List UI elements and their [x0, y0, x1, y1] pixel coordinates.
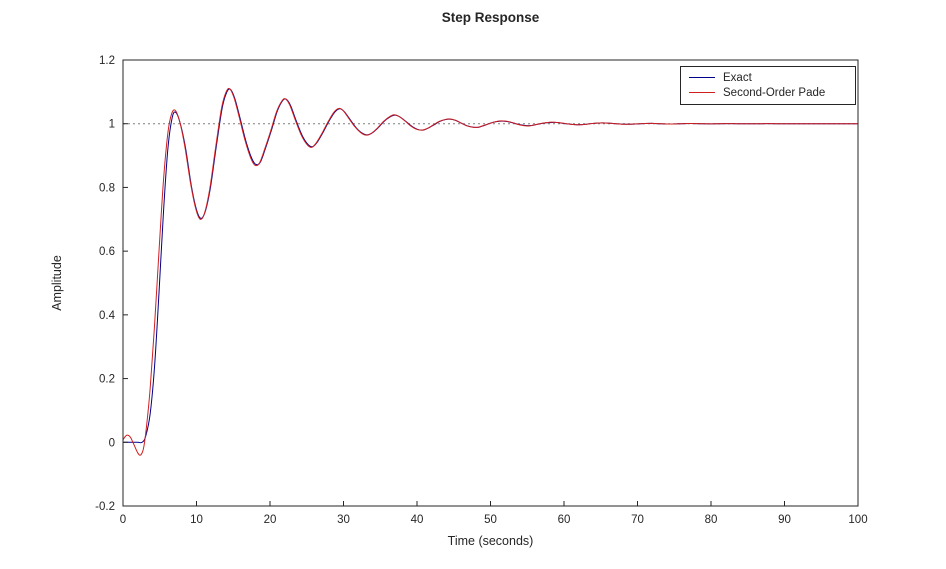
x-tick-label: 20 — [264, 514, 277, 526]
chart-title: Step Response — [441, 10, 540, 25]
legend: Exact Second-Order Pade — [680, 66, 856, 105]
x-tick-label: 100 — [848, 514, 867, 526]
y-tick-label: 1.2 — [99, 55, 115, 67]
legend-entry-exact: Exact — [689, 70, 847, 85]
y-tick-label: -0.2 — [95, 501, 115, 513]
legend-label-exact: Exact — [723, 71, 752, 84]
x-tick-label: 0 — [120, 514, 126, 526]
x-tick-label: 60 — [558, 514, 571, 526]
exact-line-swatch — [689, 77, 715, 78]
x-tick-label: 50 — [484, 514, 497, 526]
x-tick-label: 70 — [631, 514, 644, 526]
x-tick-label: 80 — [705, 514, 718, 526]
y-tick-label: 1 — [109, 119, 115, 131]
x-tick-label: 10 — [190, 514, 203, 526]
x-axis-label: Time (seconds) — [447, 534, 534, 548]
x-tick-label: 30 — [337, 514, 350, 526]
y-tick-label: 0.8 — [99, 182, 115, 194]
legend-entry-pade: Second-Order Pade — [689, 85, 847, 100]
y-tick-label: 0.4 — [99, 310, 116, 322]
y-tick-label: 0 — [109, 437, 115, 449]
series-curve-1 — [122, 87, 858, 456]
legend-label-pade: Second-Order Pade — [723, 86, 826, 99]
pade-line-swatch — [689, 92, 715, 93]
axis-box — [122, 59, 859, 507]
y-tick-label: 0.6 — [99, 246, 115, 258]
series-curve-0 — [122, 88, 858, 444]
x-tick-label: 90 — [778, 514, 791, 526]
x-tick-label: 40 — [411, 514, 424, 526]
y-tick-label: 0.2 — [99, 374, 115, 386]
